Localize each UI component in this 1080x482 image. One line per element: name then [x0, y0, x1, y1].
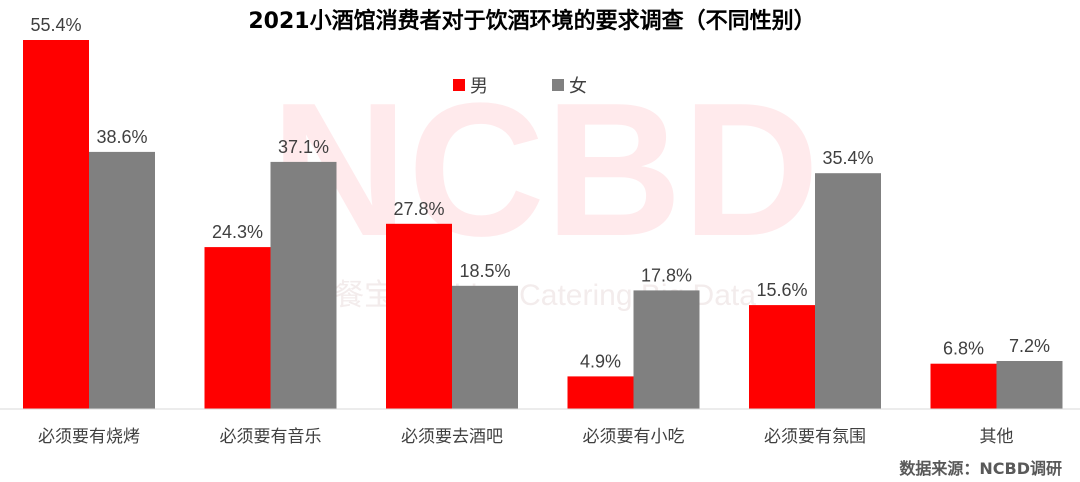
source-note: 数据来源：NCBD调研 — [899, 459, 1062, 478]
bar-female-1 — [270, 161, 337, 409]
x-tick-label-0: 必须要有烧烤 — [38, 427, 140, 447]
data-label-female-2: 18.5% — [459, 261, 510, 281]
data-label-female-0: 38.6% — [96, 127, 147, 147]
x-tick-label-3: 必须要有小吃 — [583, 427, 685, 447]
bar-female-3 — [633, 290, 700, 409]
x-tick-label-1: 必须要有音乐 — [220, 427, 322, 447]
legend-label-male: 男 — [470, 76, 488, 97]
bar-female-4 — [815, 173, 881, 409]
data-label-male-1: 24.3% — [212, 222, 263, 242]
bar-male-0 — [23, 40, 89, 409]
data-label-female-5: 7.2% — [1009, 336, 1050, 356]
data-label-male-0: 55.4% — [30, 15, 81, 35]
bar-female-0 — [89, 151, 155, 409]
data-label-female-3: 17.8% — [641, 265, 692, 285]
bar-male-4 — [749, 305, 815, 409]
data-label-male-4: 15.6% — [756, 280, 807, 300]
bar-female-5 — [996, 361, 1063, 409]
x-tick-label-4: 必须要有氛围 — [764, 427, 866, 447]
data-label-male-2: 27.8% — [393, 199, 444, 219]
bars: 55.4% 38.6% 24.3% 37.1% 27.8% 18.5% 4.9% 17.8% 1… — [23, 15, 1063, 409]
x-tick-label-2: 必须要去酒吧 — [401, 427, 503, 447]
chart-title: 2021小酒馆消费者对于饮酒环境的要求调查（不同性别） — [248, 8, 815, 34]
data-label-male-5: 6.8% — [943, 339, 984, 359]
legend: 男 女 — [453, 76, 587, 97]
bar-male-3 — [567, 376, 634, 409]
bar-male-1 — [204, 247, 271, 409]
legend-swatch-female — [552, 79, 564, 91]
x-axis-ticks: 必须要有烧烤 必须要有音乐 必须要去酒吧 必须要有小吃 必须要有氛围 其他 — [38, 427, 1014, 447]
data-label-male-3: 4.9% — [580, 351, 621, 371]
x-tick-label-5: 其他 — [980, 427, 1014, 447]
bar-female-2 — [452, 285, 518, 409]
watermark-main: NCBD — [271, 64, 820, 276]
legend-swatch-male — [453, 79, 465, 91]
bar-male-2 — [386, 223, 452, 409]
watermark: NCBD 餐宝典 China Catering Big Data — [271, 64, 820, 312]
bar-male-5 — [930, 363, 997, 409]
legend-label-female: 女 — [569, 76, 587, 97]
data-label-female-4: 35.4% — [822, 148, 873, 168]
data-label-female-1: 37.1% — [278, 137, 329, 157]
